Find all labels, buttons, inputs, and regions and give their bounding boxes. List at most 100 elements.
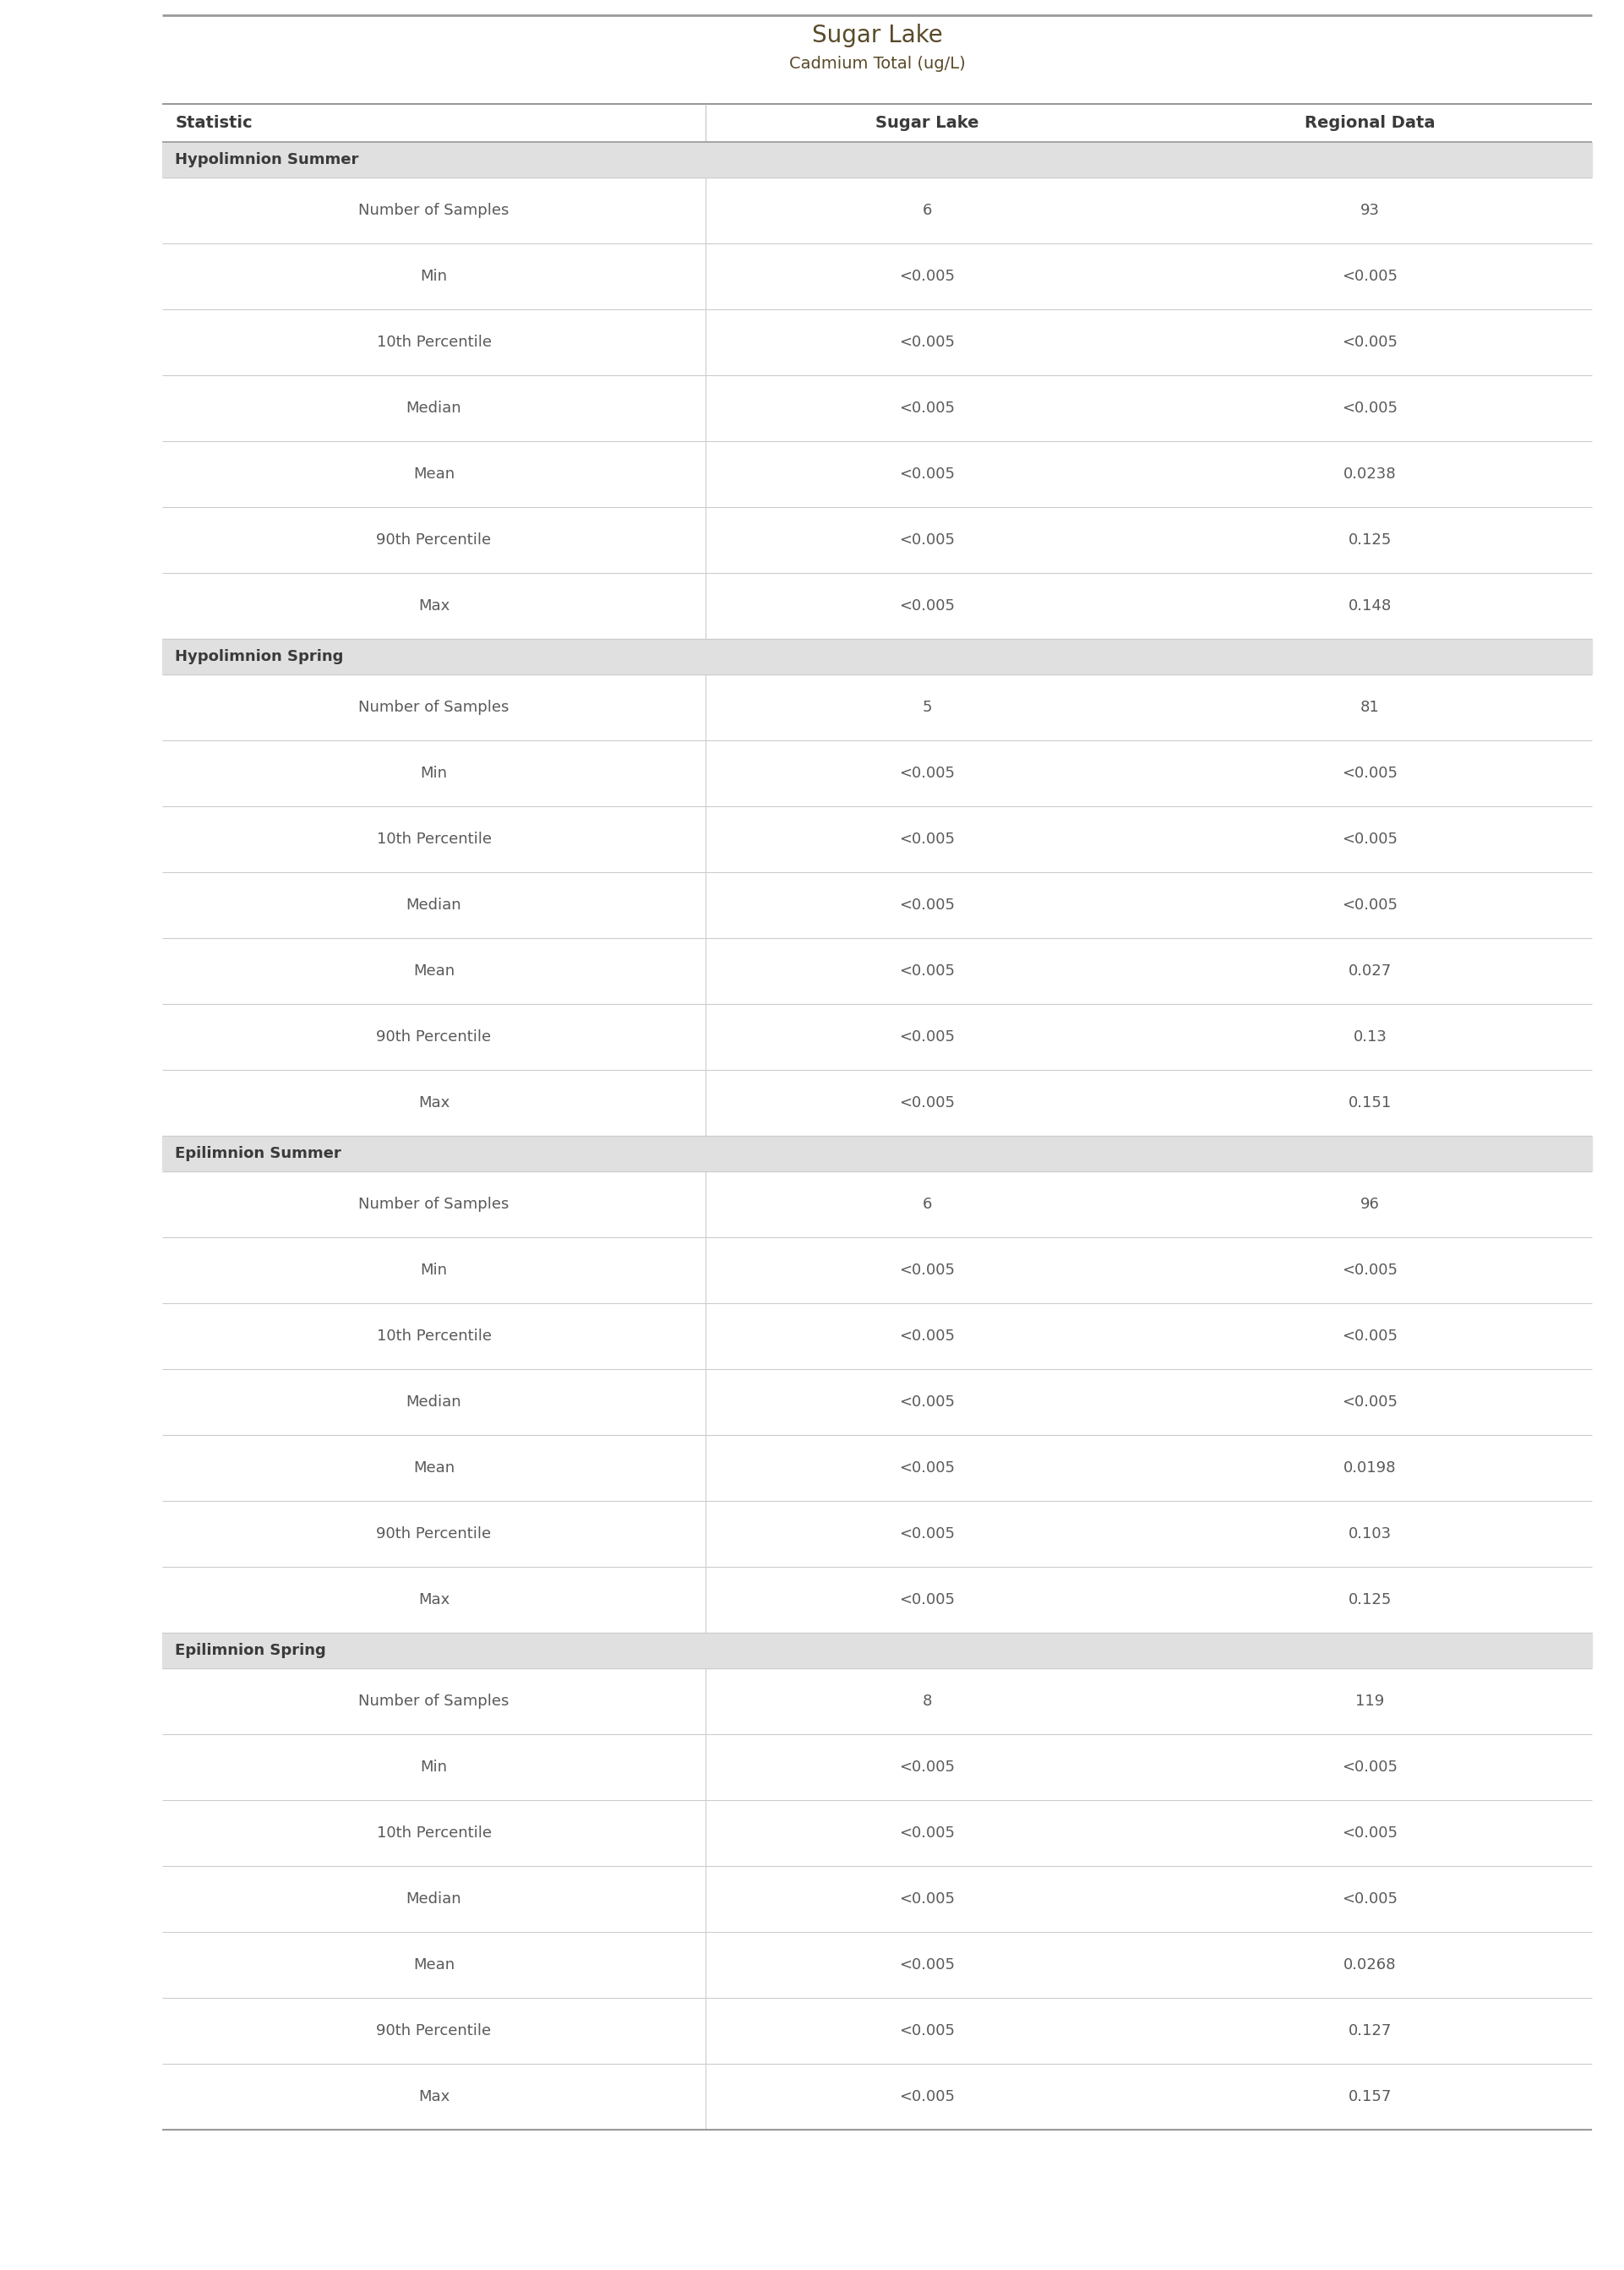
Text: 10th Percentile: 10th Percentile <box>377 1328 492 1344</box>
Bar <box>162 1998 1592 2063</box>
Text: <0.005: <0.005 <box>1341 334 1398 350</box>
Bar <box>162 1866 1592 1932</box>
Text: 0.027: 0.027 <box>1348 962 1392 978</box>
Text: 0.0198: 0.0198 <box>1343 1460 1397 1476</box>
Text: 10th Percentile: 10th Percentile <box>377 831 492 847</box>
Text: Min: Min <box>421 1759 448 1775</box>
Text: <0.005: <0.005 <box>900 334 955 350</box>
Bar <box>162 1171 1592 1237</box>
Text: <0.005: <0.005 <box>900 400 955 415</box>
Text: 0.125: 0.125 <box>1348 533 1392 547</box>
Text: <0.005: <0.005 <box>1341 831 1398 847</box>
Text: 90th Percentile: 90th Percentile <box>377 533 492 547</box>
Text: <0.005: <0.005 <box>900 1525 955 1541</box>
Text: Min: Min <box>421 765 448 781</box>
Bar <box>162 1303 1592 1369</box>
Text: <0.005: <0.005 <box>900 765 955 781</box>
Text: 10th Percentile: 10th Percentile <box>377 334 492 350</box>
Text: <0.005: <0.005 <box>900 962 955 978</box>
Text: Mean: Mean <box>412 468 455 481</box>
Text: <0.005: <0.005 <box>900 1891 955 1907</box>
Bar <box>162 740 1592 806</box>
Bar <box>162 1369 1592 1435</box>
Text: Regional Data: Regional Data <box>1304 116 1436 132</box>
Text: Hypolimnion Spring: Hypolimnion Spring <box>175 649 344 665</box>
Bar <box>162 1435 1592 1500</box>
Text: Median: Median <box>406 1891 461 1907</box>
Text: Statistic: Statistic <box>175 116 252 132</box>
Text: <0.005: <0.005 <box>1341 765 1398 781</box>
Text: 0.148: 0.148 <box>1348 599 1392 613</box>
Text: 0.0268: 0.0268 <box>1343 1957 1397 1973</box>
Bar <box>162 1566 1592 1632</box>
Text: <0.005: <0.005 <box>1341 1328 1398 1344</box>
Text: Min: Min <box>421 268 448 284</box>
Text: Cadmium Total (ug/L): Cadmium Total (ug/L) <box>789 57 965 73</box>
Bar <box>162 1632 1592 1668</box>
Text: <0.005: <0.005 <box>1341 268 1398 284</box>
Text: <0.005: <0.005 <box>900 1759 955 1775</box>
Text: 6: 6 <box>922 1196 932 1212</box>
Text: <0.005: <0.005 <box>900 533 955 547</box>
Text: 8: 8 <box>922 1693 932 1709</box>
Bar <box>162 1734 1592 1800</box>
Text: <0.005: <0.005 <box>900 1591 955 1607</box>
Text: 96: 96 <box>1361 1196 1380 1212</box>
Text: Sugar Lake: Sugar Lake <box>875 116 979 132</box>
Text: Sugar Lake: Sugar Lake <box>812 23 942 48</box>
Bar <box>162 938 1592 1003</box>
Text: <0.005: <0.005 <box>900 1957 955 1973</box>
Text: <0.005: <0.005 <box>900 831 955 847</box>
Bar <box>162 572 1592 638</box>
Text: 6: 6 <box>922 202 932 218</box>
Bar <box>162 1500 1592 1566</box>
Text: <0.005: <0.005 <box>900 1825 955 1841</box>
Text: 0.157: 0.157 <box>1348 2088 1392 2104</box>
Bar <box>162 375 1592 440</box>
Bar <box>162 1069 1592 1135</box>
Bar <box>162 872 1592 938</box>
Text: Hypolimnion Summer: Hypolimnion Summer <box>175 152 359 168</box>
Bar <box>162 1668 1592 1734</box>
Text: 0.0238: 0.0238 <box>1343 468 1397 481</box>
Text: 81: 81 <box>1361 699 1380 715</box>
Text: <0.005: <0.005 <box>900 1096 955 1110</box>
Text: <0.005: <0.005 <box>1341 1759 1398 1775</box>
Bar <box>162 440 1592 506</box>
Text: <0.005: <0.005 <box>1341 1262 1398 1278</box>
Text: <0.005: <0.005 <box>900 1460 955 1476</box>
Text: <0.005: <0.005 <box>900 268 955 284</box>
Bar <box>162 1237 1592 1303</box>
Text: 0.127: 0.127 <box>1348 2023 1392 2038</box>
Text: Number of Samples: Number of Samples <box>359 699 510 715</box>
Text: <0.005: <0.005 <box>900 1328 955 1344</box>
Text: 0.13: 0.13 <box>1353 1028 1387 1044</box>
Text: <0.005: <0.005 <box>900 1262 955 1278</box>
Text: Mean: Mean <box>412 1957 455 1973</box>
Text: Number of Samples: Number of Samples <box>359 1693 510 1709</box>
Bar <box>162 638 1592 674</box>
Text: <0.005: <0.005 <box>1341 1394 1398 1410</box>
Text: <0.005: <0.005 <box>1341 897 1398 913</box>
Text: Max: Max <box>419 2088 450 2104</box>
Text: <0.005: <0.005 <box>900 2088 955 2104</box>
Bar <box>162 506 1592 572</box>
Text: 10th Percentile: 10th Percentile <box>377 1825 492 1841</box>
Text: 90th Percentile: 90th Percentile <box>377 1028 492 1044</box>
Text: Median: Median <box>406 400 461 415</box>
Text: 5: 5 <box>922 699 932 715</box>
Text: <0.005: <0.005 <box>900 599 955 613</box>
Bar <box>162 2063 1592 2129</box>
Text: 0.125: 0.125 <box>1348 1591 1392 1607</box>
Bar <box>162 243 1592 309</box>
Bar <box>162 143 1592 177</box>
Bar <box>162 177 1592 243</box>
Text: 0.103: 0.103 <box>1348 1525 1392 1541</box>
Text: <0.005: <0.005 <box>900 2023 955 2038</box>
Bar <box>162 806 1592 872</box>
Text: Mean: Mean <box>412 962 455 978</box>
Text: Max: Max <box>419 1591 450 1607</box>
Text: Epilimnion Summer: Epilimnion Summer <box>175 1146 341 1162</box>
Bar <box>162 309 1592 375</box>
Text: Mean: Mean <box>412 1460 455 1476</box>
